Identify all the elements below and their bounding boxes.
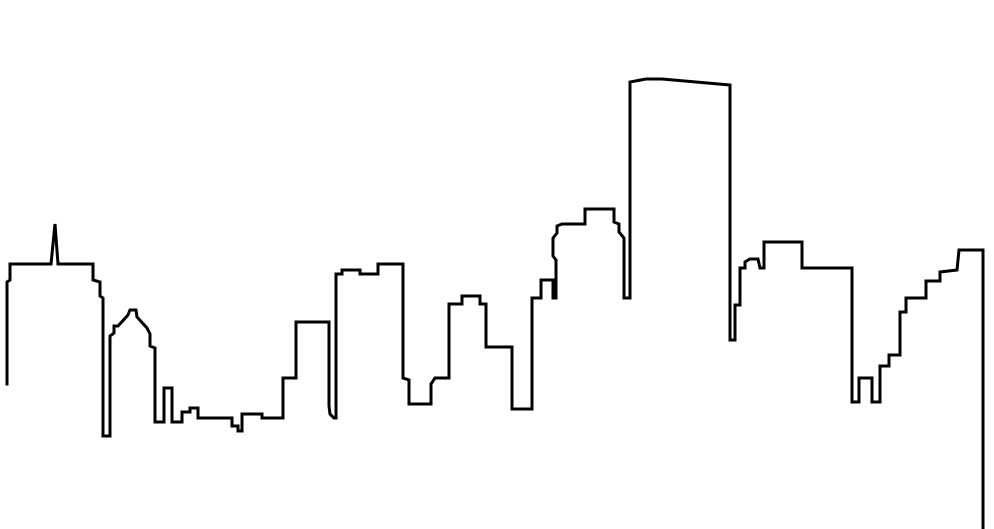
skyline-outline	[5, 77, 985, 529]
